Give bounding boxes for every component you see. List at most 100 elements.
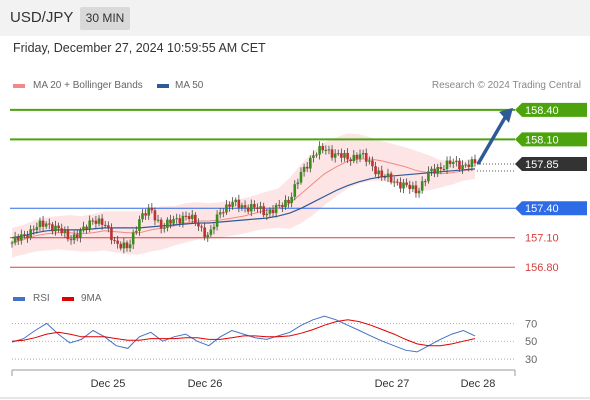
candle (470, 156, 474, 172)
candle (383, 174, 387, 181)
candle-body (442, 169, 446, 171)
candle-body (448, 160, 452, 164)
candle (38, 217, 42, 231)
candle (414, 180, 418, 198)
level-label-158.40: 158.40 (525, 105, 559, 117)
candle-body (281, 205, 284, 208)
candle-body (225, 204, 228, 213)
candle (194, 212, 197, 226)
candle (352, 150, 356, 164)
rsi-tick-50: 50 (525, 336, 537, 348)
candle (461, 160, 464, 174)
candle (309, 155, 312, 173)
candle-body (184, 215, 188, 217)
candle (361, 149, 365, 159)
level-label-156.80: 156.80 (525, 262, 559, 274)
candle-body (377, 170, 380, 175)
candle-body (138, 219, 141, 231)
candle-body (72, 234, 76, 241)
candle (268, 207, 272, 218)
candle-body (274, 204, 278, 214)
candle (107, 221, 110, 233)
candle-body (420, 181, 424, 191)
candle-body (79, 230, 82, 238)
level-label-157.10: 157.10 (525, 233, 559, 245)
candle-body (26, 235, 29, 239)
rsi-ma-legend-label: 9MA (81, 293, 102, 304)
candle (41, 215, 45, 232)
candle-body (399, 182, 402, 189)
candle-body (231, 201, 234, 207)
candle-body (352, 154, 356, 162)
candle-body (368, 160, 371, 162)
candle (312, 150, 315, 163)
candle-body (243, 205, 247, 208)
candle (396, 178, 399, 186)
candle-body (268, 209, 272, 214)
candle-body (156, 219, 160, 221)
candle-body (458, 160, 461, 170)
candle-body (234, 199, 238, 202)
candle-body (324, 149, 328, 151)
timeframe-button[interactable]: 30 MIN (80, 7, 130, 30)
candle (402, 178, 405, 194)
candle (141, 209, 144, 223)
candle-body (271, 209, 275, 214)
candle (336, 149, 340, 156)
candle (206, 232, 210, 242)
candle-body (340, 153, 343, 158)
candle (122, 237, 126, 254)
candle (169, 214, 172, 229)
candle (47, 218, 51, 230)
candle-body (144, 213, 147, 216)
candle-body (57, 225, 60, 229)
candle (88, 215, 91, 233)
candle (162, 222, 166, 233)
candle-body (103, 224, 107, 226)
rsi-tick-70: 70 (525, 318, 537, 330)
candle-body (175, 218, 178, 220)
candle-body (60, 228, 64, 233)
candle (13, 231, 17, 246)
candle (445, 156, 449, 174)
candle (299, 167, 303, 185)
candle (175, 213, 178, 224)
candle (433, 163, 436, 178)
candle (455, 155, 458, 167)
rsi-tick-30: 30 (525, 354, 537, 366)
candle (125, 240, 129, 252)
x-tick-Dec-28: Dec 28 (461, 378, 496, 390)
candle (327, 145, 331, 155)
candle (200, 224, 203, 232)
candle (408, 180, 412, 194)
candle-body (374, 166, 377, 175)
candle (417, 187, 421, 198)
candle (138, 215, 141, 236)
candle-body (197, 223, 200, 227)
candle (467, 159, 471, 172)
candle-body (364, 153, 368, 162)
candle (97, 215, 101, 227)
candle (26, 230, 29, 243)
candle (253, 200, 256, 212)
candle-body (396, 181, 399, 183)
candle-body (380, 170, 384, 177)
candle-body (439, 167, 443, 170)
candle (203, 222, 206, 241)
candle (222, 208, 225, 218)
candle-body (259, 206, 262, 209)
candle-body (336, 153, 340, 155)
candle-body (312, 155, 315, 158)
candle (212, 223, 216, 235)
candle (274, 202, 278, 218)
x-tick-Dec-25: Dec 25 (91, 378, 126, 390)
x-tick-Dec-27: Dec 27 (375, 378, 410, 390)
candle-body (69, 239, 73, 241)
candle (54, 220, 57, 236)
candle-body (265, 213, 269, 216)
candle (35, 222, 39, 234)
candle (103, 220, 107, 229)
candle (330, 145, 334, 161)
candle (324, 145, 328, 155)
